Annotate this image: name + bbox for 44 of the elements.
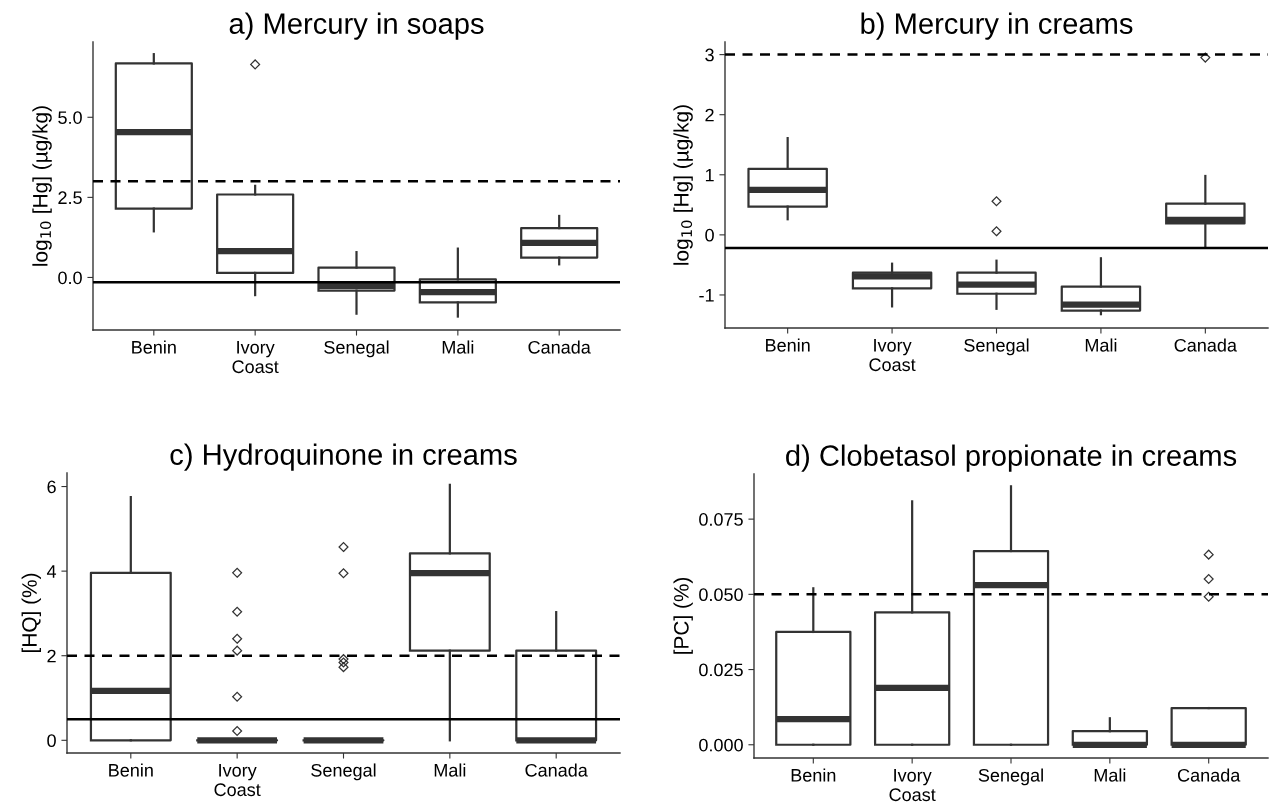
x-tick-label: Canada xyxy=(528,340,591,354)
x-tick-label: Ivory Coast xyxy=(214,764,261,797)
x-tick-label: Ivory Coast xyxy=(232,341,279,374)
y-tick-label: 3 xyxy=(705,48,714,62)
y-tick-label: 0 xyxy=(47,734,56,748)
x-tick-label: Benin xyxy=(109,763,153,777)
x-tick-label: Mali xyxy=(442,340,474,354)
y-tick-label: 0.0 xyxy=(58,271,82,285)
x-tick-label: Benin xyxy=(791,768,836,782)
x-tick-label: Ivory Coast xyxy=(869,339,916,372)
chart-title: b) Mercury in creams xyxy=(861,12,1133,40)
chart-title: a) Mercury in soaps xyxy=(229,12,484,40)
chart-title: c) Hydroquinone in creams xyxy=(170,443,517,471)
y-tick-label: 0.050 xyxy=(699,588,743,602)
x-tick-label: Senegal xyxy=(964,338,1029,356)
x-tick-label: Senegal xyxy=(311,763,376,781)
x-tick-label: Senegal xyxy=(324,340,389,358)
x-tick-label: Canada xyxy=(1174,338,1237,352)
y-axis-title: log$_{10}$ [Hg] (µg/kg) xyxy=(673,105,693,265)
y-tick-label: 5.0 xyxy=(58,111,82,124)
y-tick-label: 1 xyxy=(705,168,714,182)
y-tick-label: 6 xyxy=(47,480,56,494)
x-tick-label: Senegal xyxy=(978,768,1043,786)
y-tick-label: 2 xyxy=(47,649,56,663)
y-tick-label: 0.075 xyxy=(699,513,743,526)
x-tick-label: Benin xyxy=(766,338,810,352)
x-tick-label: Mali xyxy=(1094,768,1126,782)
x-tick-label: Benin xyxy=(132,340,176,354)
y-axis-title: log$_{10}$ [Hg] (µg/kg) xyxy=(32,106,52,266)
y-tick-label: -1 xyxy=(699,289,714,302)
x-tick-label: Canada xyxy=(525,763,588,777)
x-tick-label: Mali xyxy=(1085,338,1117,352)
x-tick-label: Canada xyxy=(1177,768,1241,782)
y-tick-label: 4 xyxy=(46,565,57,578)
y-tick-label: 0 xyxy=(705,228,714,242)
x-tick-label: Ivory Coast xyxy=(889,769,936,802)
y-tick-label: 0.000 xyxy=(699,738,743,752)
y-tick-label: 2.5 xyxy=(58,191,82,205)
y-tick-label: 0.025 xyxy=(699,663,743,677)
x-tick-label: Mali xyxy=(434,763,466,777)
chart-title: d) Clobetasol propionate in creams xyxy=(786,444,1237,472)
y-tick-label: 2 xyxy=(705,108,714,122)
y-axis-title: [PC] (%) xyxy=(673,577,693,654)
y-axis-title: [HQ] (%) xyxy=(21,573,41,653)
